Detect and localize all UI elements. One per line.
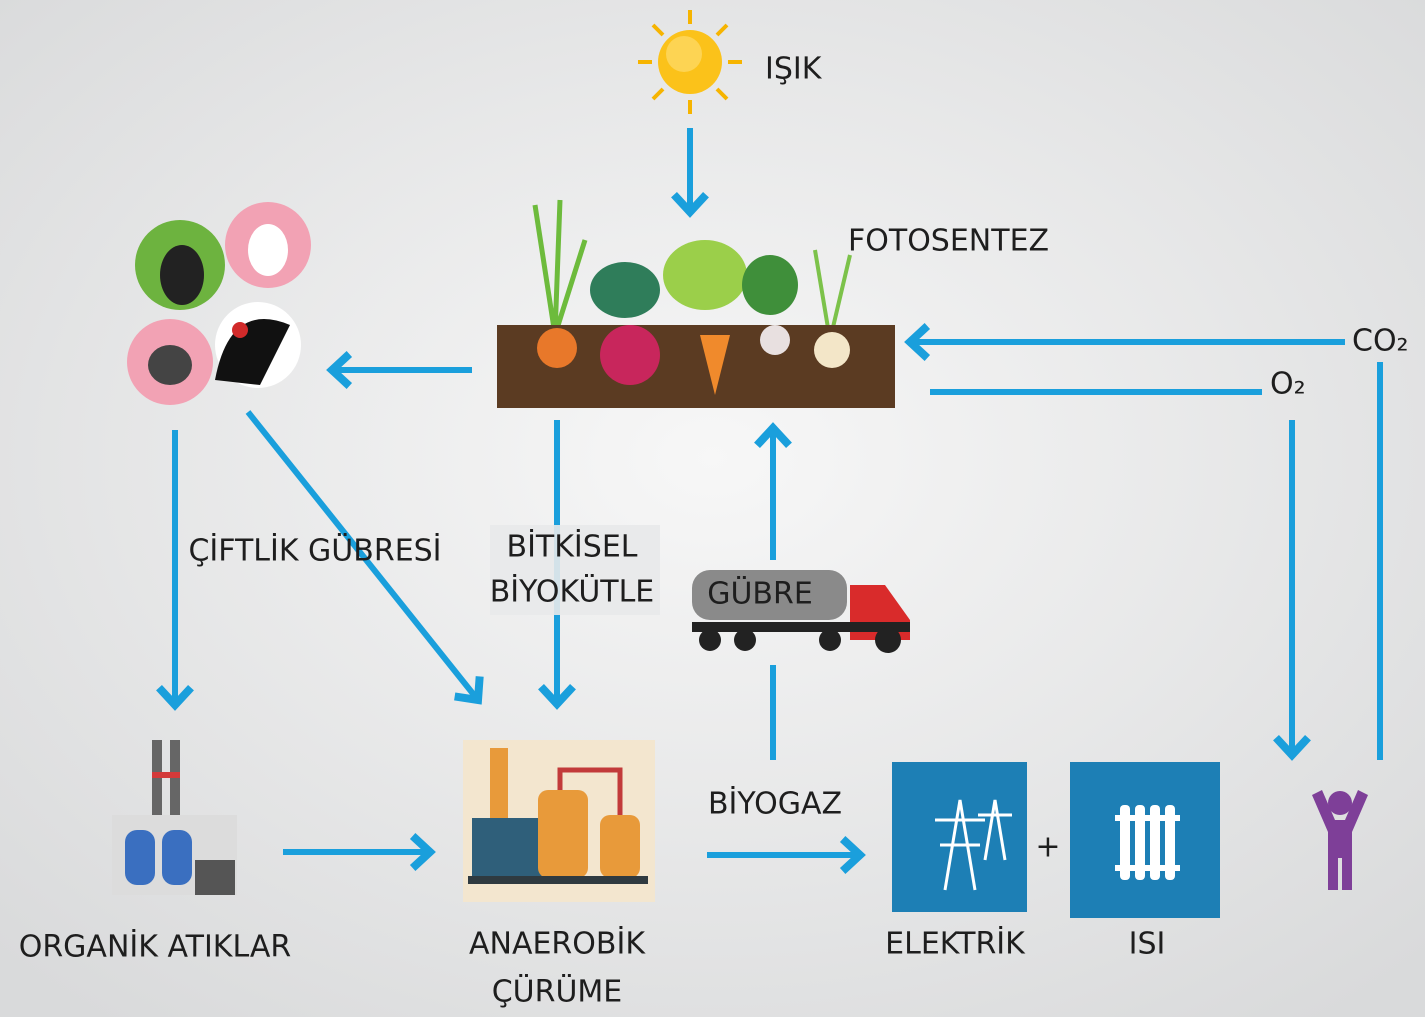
- anaerobic-label: ÇÜRÜME: [492, 974, 623, 1010]
- farm-manure-label: ÇİFTLİK GÜBRESİ: [188, 533, 441, 569]
- digester-icon: [463, 740, 655, 902]
- plant-biomass-label: BİYOKÜTLE: [490, 574, 655, 610]
- electricity-icon: [892, 762, 1027, 912]
- co2-label: CO₂: [1352, 324, 1409, 359]
- electricity-label: ELEKTRİK: [885, 926, 1026, 962]
- heat-label: ISI: [1129, 927, 1166, 962]
- light-label: IŞIK: [765, 52, 823, 87]
- biogas-label: BİYOGAZ: [708, 786, 842, 822]
- organic-waste-label: ORGANİK ATIKLAR: [19, 929, 292, 965]
- plant-biomass-label: BİTKİSEL: [507, 529, 638, 565]
- photosynthesis-label: FOTOSENTEZ: [848, 224, 1049, 259]
- plus-sign: +: [1035, 830, 1060, 865]
- o2-label: O₂: [1270, 367, 1306, 402]
- diagram: IŞIK FOTOSENTEZ CO₂ O₂ ÇİFTLİK GÜBRESİ: [0, 0, 1425, 1017]
- fertilizer-label: GÜBRE: [707, 576, 813, 612]
- anaerobic-label: ANAEROBİK: [469, 926, 646, 962]
